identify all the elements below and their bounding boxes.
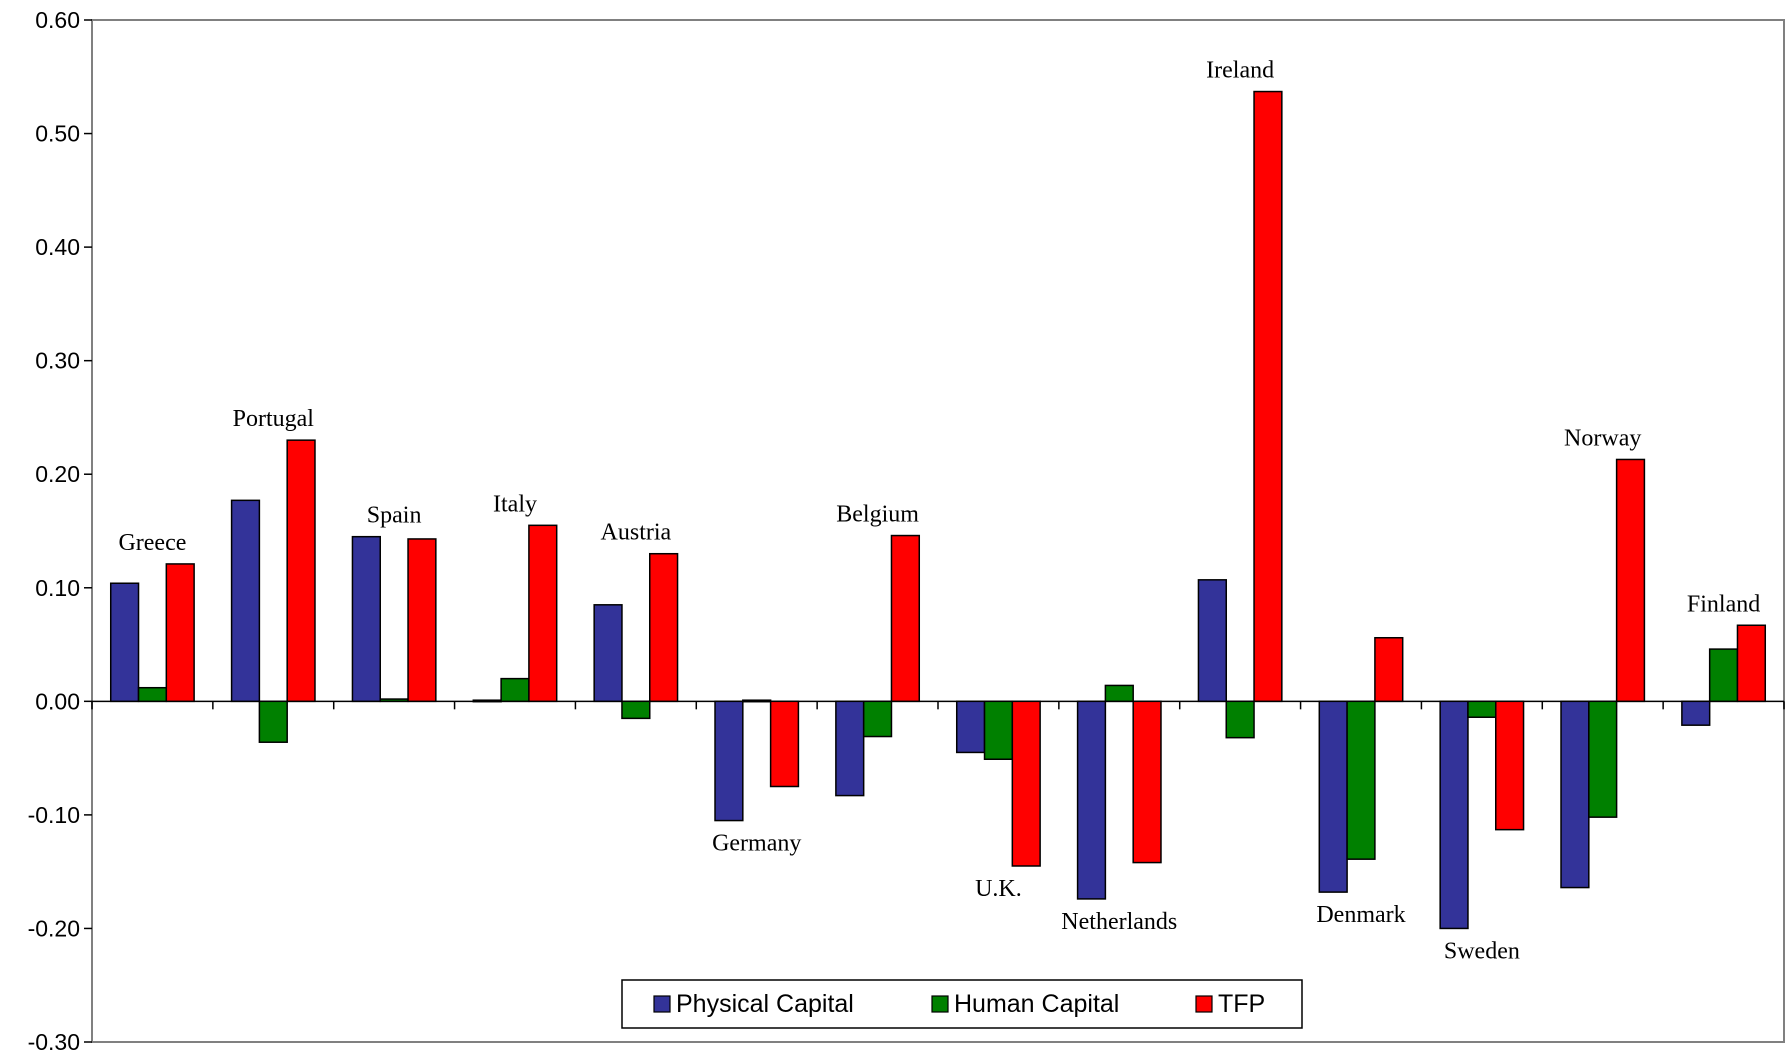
axes-group: 0.60 0.50 0.40 0.30 0.20 0.10 0.00 -0.10 -0.20 -0… [28, 7, 1785, 1055]
country-label-u-k-: U.K. [975, 876, 1022, 902]
bar-tfp-denmark [1374, 636, 1404, 703]
bar-physical-capital-austria [593, 604, 623, 703]
country-label-ireland: Ireland [1206, 58, 1274, 84]
bar-human-capital-germany [742, 699, 772, 703]
bar-human-capital-greece [137, 686, 168, 703]
country-label-germany: Germany [712, 831, 801, 857]
bar-physical-capital-denmark [1318, 700, 1348, 893]
legend-label-tfp: TFP [1218, 990, 1265, 1018]
country-label-portugal: Portugal [233, 406, 315, 432]
bar-physical-capital-ireland [1197, 579, 1227, 703]
bar-human-capital-belgium [862, 700, 893, 738]
legend-swatch-tfp [1195, 995, 1213, 1013]
bar-human-capital-finland [1708, 648, 1739, 703]
bar-human-capital-spain [379, 698, 409, 703]
y-tick-label: -0.10 [28, 802, 80, 828]
country-label-sweden: Sweden [1444, 938, 1520, 964]
y-tick-label: 0.20 [35, 461, 80, 487]
bar-physical-capital-portugal [230, 499, 261, 703]
country-label-belgium: Belgium [836, 502, 919, 528]
bar-physical-capital-greece [109, 582, 140, 703]
bar-physical-capital-norway [1560, 700, 1590, 889]
bar-physical-capital-italy [472, 699, 502, 703]
bar-human-capital-norway [1588, 700, 1618, 818]
bar-tfp-sweden [1495, 700, 1525, 831]
country-label-norway: Norway [1564, 425, 1641, 451]
country-label-finland: Finland [1687, 591, 1760, 617]
bar-human-capital-denmark [1346, 700, 1376, 860]
bar-physical-capital-netherlands [1076, 700, 1107, 900]
bar-tfp-germany [769, 700, 800, 788]
country-label-denmark: Denmark [1316, 902, 1405, 928]
bar-physical-capital-spain [351, 535, 381, 703]
plot-area-border [91, 19, 1785, 1043]
bar-human-capital-austria [621, 700, 651, 720]
y-tick-label: 0.40 [35, 234, 80, 260]
bar-tfp-norway [1615, 458, 1646, 703]
bar-tfp-austria [649, 552, 679, 703]
y-tick-label: -0.30 [28, 1029, 80, 1052]
country-labels-group: Greece Portugal Spain Italy Austria Germany Be… [118, 58, 1760, 965]
bar-tfp-ireland [1253, 90, 1283, 703]
bar-human-capital-netherlands [1104, 684, 1134, 703]
bar-tfp-greece [165, 563, 195, 703]
bar-tfp-spain [407, 538, 437, 703]
bar-tfp-italy [528, 524, 558, 703]
country-label-spain: Spain [367, 503, 422, 529]
legend-box [621, 979, 1303, 1029]
bar-physical-capital-u-k- [955, 700, 986, 754]
country-label-austria: Austria [601, 520, 672, 546]
y-tick-label: 0.60 [35, 7, 80, 33]
y-tick-label: 0.30 [35, 348, 80, 374]
bar-human-capital-u-k- [983, 700, 1014, 760]
y-tick-label: -0.20 [28, 915, 80, 941]
y-tick-label: 0.10 [35, 575, 80, 601]
bar-tfp-finland [1736, 624, 1767, 703]
bar-physical-capital-sweden [1439, 700, 1469, 930]
legend-label-human-capital: Human Capital [954, 990, 1119, 1018]
bar-physical-capital-belgium [835, 700, 865, 797]
y-tick-label: 0.50 [35, 121, 80, 147]
country-label-netherlands: Netherlands [1061, 909, 1177, 935]
legend-swatch-physical-capital [653, 995, 671, 1013]
bar-physical-capital-finland [1681, 700, 1711, 726]
country-label-italy: Italy [493, 491, 537, 517]
country-label-greece: Greece [118, 530, 186, 556]
bar-tfp-netherlands [1132, 700, 1162, 864]
bar-human-capital-ireland [1225, 700, 1255, 739]
legend-label-physical-capital: Physical Capital [676, 990, 854, 1018]
bar-tfp-u-k- [1011, 700, 1041, 867]
bar-human-capital-italy [500, 677, 530, 703]
legend-swatch-human-capital [931, 995, 949, 1013]
bar-human-capital-portugal [258, 700, 288, 743]
bar-tfp-belgium [890, 534, 921, 703]
legend: Physical Capital Human Capital TFP [621, 979, 1303, 1029]
bar-physical-capital-germany [714, 700, 744, 822]
bar-human-capital-sweden [1467, 700, 1497, 718]
y-tick-label: 0.00 [35, 688, 80, 714]
bar-tfp-portugal [286, 439, 316, 703]
bars-group [109, 90, 1767, 930]
